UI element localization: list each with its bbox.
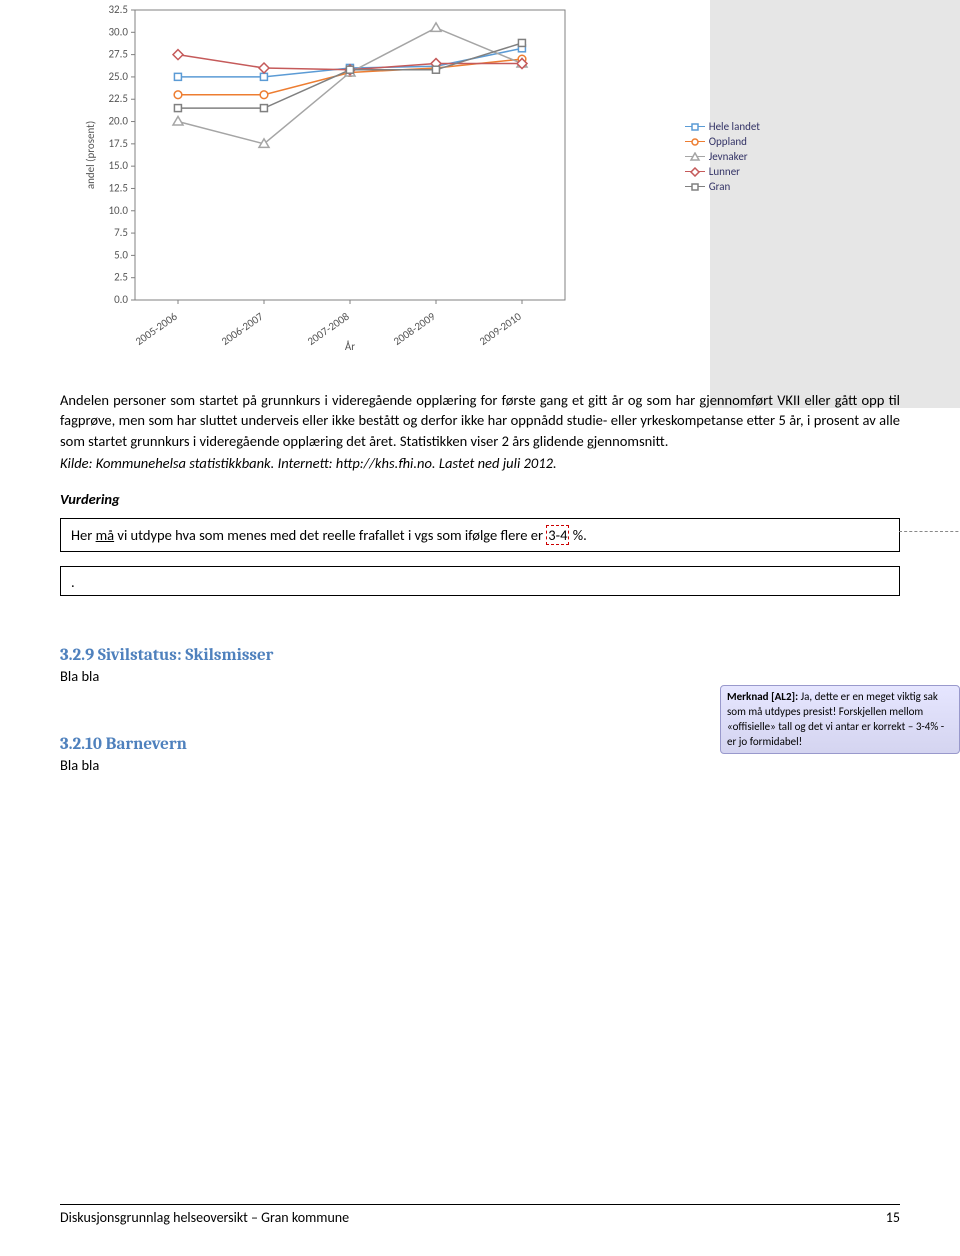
body-paragraph: Andelen personer som startet på grunnkur… (60, 390, 900, 451)
legend-item: Hele landet (685, 120, 760, 133)
svg-text:0.0: 0.0 (114, 293, 128, 306)
svg-text:30.0: 30.0 (108, 25, 128, 38)
txt-underline: må (96, 526, 115, 544)
svg-text:2009-2010: 2009-2010 (477, 310, 524, 348)
svg-text:20.0: 20.0 (108, 115, 128, 128)
line-chart: 0.0 2.5 5.0 7.5 10.0 12.5 15.0 17.5 20.0 22.5 25.0… (80, 0, 640, 360)
footer-left: Diskusjonsgrunnlag helseoversikt – Gran … (60, 1209, 349, 1226)
footer-rule (60, 1204, 900, 1205)
txt-mid: vi utdype hva som menes med det reelle f… (114, 526, 546, 544)
svg-text:2005-2006: 2005-2006 (133, 310, 180, 348)
legend-label: Oppland (709, 135, 747, 148)
empty-box: . (60, 566, 900, 596)
svg-text:15.0: 15.0 (108, 159, 128, 172)
svg-text:7.5: 7.5 (114, 226, 128, 239)
legend-label: Hele landet (709, 120, 760, 133)
comment-box[interactable]: Merknad [AL2]: Ja, dette er en meget vik… (720, 685, 960, 754)
svg-text:andel (prosent): andel (prosent) (84, 121, 97, 189)
svg-text:10.0: 10.0 (108, 204, 128, 217)
legend-item: Lunner (685, 165, 760, 178)
svg-text:27.5: 27.5 (108, 48, 128, 61)
footer-page-number: 15 (886, 1209, 900, 1226)
section-body-skilsmisser: Bla bla (60, 667, 900, 685)
legend-label: Gran (709, 180, 731, 193)
txt-pre: Her (71, 526, 96, 544)
svg-text:2.5: 2.5 (114, 271, 128, 284)
section-body-barnevern: Bla bla (60, 756, 900, 774)
svg-text:År: År (345, 340, 355, 353)
legend-label: Lunner (709, 165, 740, 178)
svg-text:2008-2009: 2008-2009 (391, 310, 438, 348)
chart-legend: Hele landet Oppland Jevnaker Lunner Gran (685, 120, 760, 195)
vurdering-heading: Vurdering (60, 490, 900, 508)
svg-text:17.5: 17.5 (108, 137, 128, 150)
svg-text:12.5: 12.5 (108, 181, 128, 194)
comment-label: Merknad [AL2]: (727, 690, 798, 703)
txt-post: %. (569, 526, 586, 544)
legend-item: Oppland (685, 135, 760, 148)
legend-label: Jevnaker (709, 150, 748, 163)
dot-text: . (71, 573, 75, 591)
svg-text:25.0: 25.0 (108, 70, 128, 83)
comment-connector-line (899, 531, 960, 532)
svg-text:32.5: 32.5 (108, 3, 128, 16)
svg-text:22.5: 22.5 (108, 92, 128, 105)
legend-item: Jevnaker (685, 150, 760, 163)
legend-item: Gran (685, 180, 760, 193)
source-citation: Kilde: Kommunehelsa statistikkbank. Inte… (60, 454, 900, 472)
chart-svg: 0.0 2.5 5.0 7.5 10.0 12.5 15.0 17.5 20.0 22.5 25.0… (80, 0, 640, 360)
svg-text:2006-2007: 2006-2007 (219, 310, 266, 348)
txt-highlight: 3-4 (546, 525, 569, 545)
page-footer: Diskusjonsgrunnlag helseoversikt – Gran … (60, 1204, 900, 1226)
vurdering-text: Her må vi utdype hva som menes med det r… (71, 526, 587, 544)
section-heading-skilsmisser: 3.2.9 Sivilstatus: Skilsmisser (60, 646, 900, 665)
svg-text:5.0: 5.0 (114, 248, 128, 261)
vurdering-box: Her må vi utdype hva som menes med det r… (60, 518, 900, 552)
